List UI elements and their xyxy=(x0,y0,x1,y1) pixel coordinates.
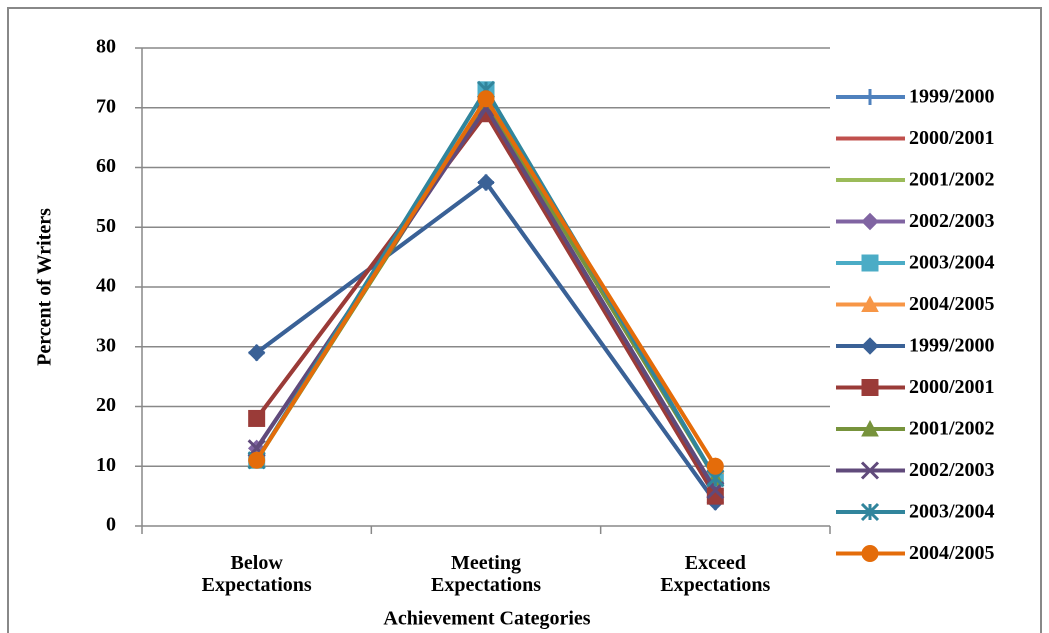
y-axis-title: Percent of Writers xyxy=(34,208,56,366)
legend-label: 2000/2001 xyxy=(909,127,995,149)
legend-label: 2002/2003 xyxy=(909,210,995,232)
legend-label: 2001/2002 xyxy=(909,169,995,191)
data-point xyxy=(706,457,724,475)
data-point xyxy=(477,173,495,192)
y-tick-label: 0 xyxy=(106,514,116,536)
legend-label: 2001/2002 xyxy=(909,418,995,440)
y-tick-label: 40 xyxy=(96,275,116,297)
legend-marker xyxy=(861,419,879,437)
x-tick-label: Below Expectations xyxy=(201,552,312,596)
y-tick-label: 60 xyxy=(96,155,116,177)
series-line xyxy=(255,111,718,498)
series-line xyxy=(254,99,718,480)
x-axis-title: Achievement Categories xyxy=(383,608,590,630)
y-tick-label: 30 xyxy=(96,334,116,356)
y-tick-label: 50 xyxy=(96,215,116,237)
y-tick-label: 20 xyxy=(96,394,116,416)
legend-marker xyxy=(861,337,879,355)
legend-marker xyxy=(861,379,879,396)
legend-marker xyxy=(861,254,879,272)
series-line xyxy=(255,105,718,492)
x-tick-label: Meeting Expectations xyxy=(431,552,541,596)
series-line xyxy=(255,180,717,504)
legend-label: 2004/2005 xyxy=(909,293,995,315)
chart-border xyxy=(7,7,1042,633)
legend-label: 2003/2004 xyxy=(909,252,995,274)
series-line xyxy=(255,111,718,498)
legend-label: 1999/2000 xyxy=(909,86,995,108)
data-point xyxy=(248,409,266,427)
legend-marker xyxy=(860,502,880,522)
x-tick-label: Exceed Expectations xyxy=(660,552,771,596)
series-line xyxy=(254,87,718,480)
legend-label: 2003/2004 xyxy=(909,501,995,523)
data-point xyxy=(477,90,495,108)
data-point xyxy=(247,344,266,362)
y-tick-label: 80 xyxy=(96,36,116,58)
series-line xyxy=(254,96,718,468)
legend-marker xyxy=(860,461,880,480)
legend-label: 2002/2003 xyxy=(909,459,995,481)
legend-marker xyxy=(861,212,879,231)
y-tick-label: 70 xyxy=(96,95,116,117)
series-line xyxy=(254,96,718,468)
series-line xyxy=(254,87,718,480)
legend-marker xyxy=(862,89,878,105)
series-line xyxy=(255,180,717,504)
legend-marker xyxy=(861,295,879,312)
series-line xyxy=(254,99,718,480)
y-tick-label: 10 xyxy=(96,454,116,476)
legend-label: 2000/2001 xyxy=(909,376,995,398)
legend-label: 2004/2005 xyxy=(909,542,995,564)
legend-marker xyxy=(861,545,879,562)
series-line xyxy=(255,105,718,492)
data-point xyxy=(248,451,266,469)
legend-label: 1999/2000 xyxy=(909,335,995,357)
